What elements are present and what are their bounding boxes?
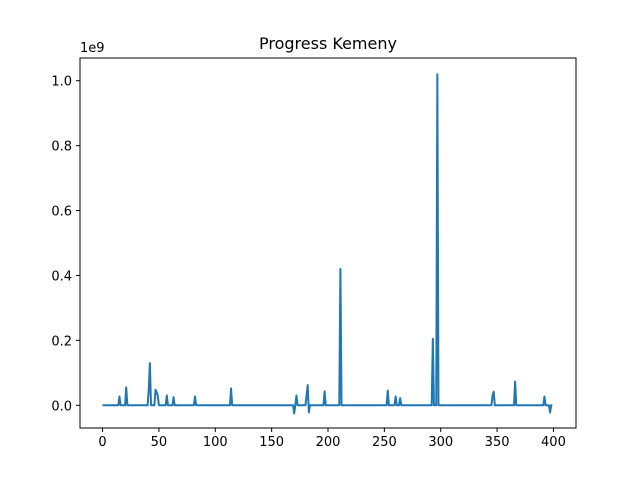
x-tick-label: 400 [541, 435, 566, 450]
x-tick-label: 350 [485, 435, 510, 450]
chart-title: Progress Kemeny [259, 34, 397, 53]
y-tick-label: 0.0 [51, 399, 72, 414]
y-axis-ticks: 0.0 0.2 0.4 0.6 0.8 1.0 [51, 75, 80, 414]
x-tick-label: 200 [316, 435, 341, 450]
x-tick-label: 150 [259, 435, 284, 450]
x-tick-label: 0 [98, 435, 106, 450]
x-axis-ticks: 0 50 100 150 200 250 300 350 400 [98, 428, 566, 450]
x-tick-label: 300 [428, 435, 453, 450]
y-tick-label: 0.6 [51, 205, 72, 220]
x-tick-label: 100 [203, 435, 228, 450]
x-tick-label: 50 [151, 435, 168, 450]
y-tick-label: 0.8 [51, 140, 72, 155]
x-tick-label: 250 [372, 435, 397, 450]
axes-frame [79, 57, 577, 429]
y-tick-label: 1.0 [51, 75, 72, 90]
y-tick-label: 0.2 [51, 334, 72, 349]
plot-area [102, 73, 553, 415]
y-offset-label: 1e9 [80, 41, 105, 56]
series-line-0 [102, 73, 553, 415]
y-tick-label: 0.4 [51, 269, 72, 284]
